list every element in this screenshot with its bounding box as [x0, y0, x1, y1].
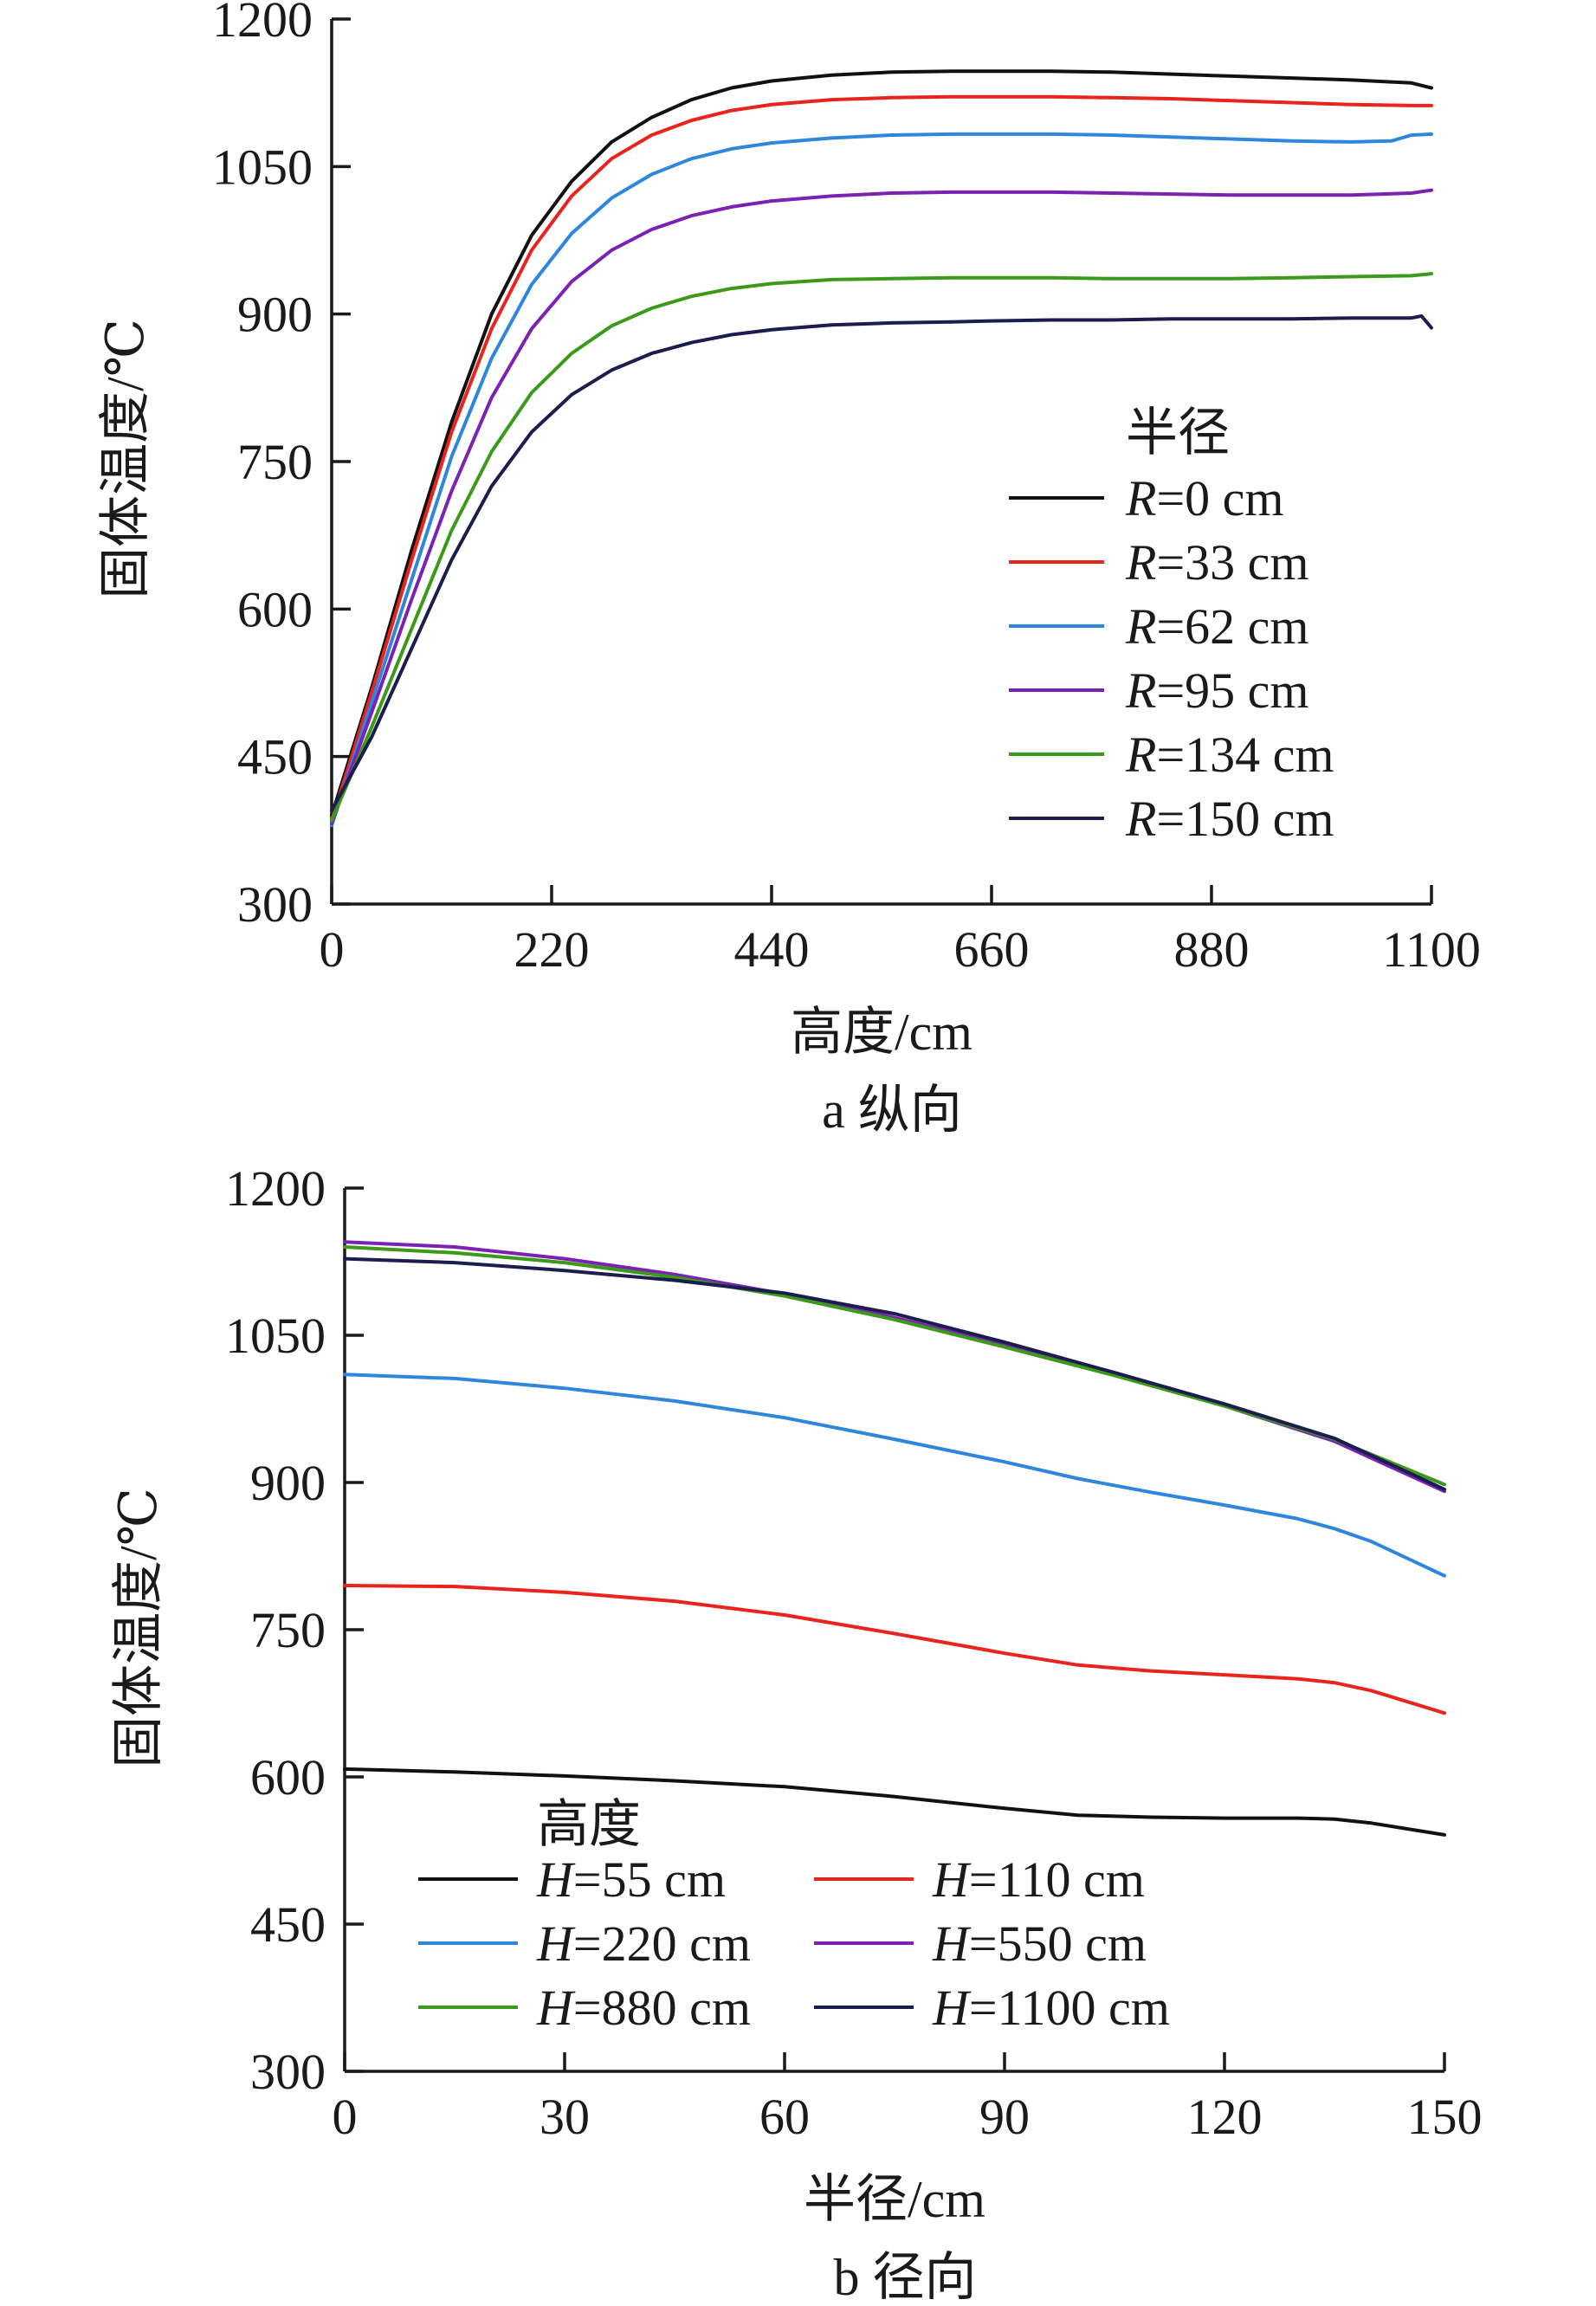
- legend-label-value: =1100 cm: [969, 1980, 1170, 2036]
- y-tick-label: 600: [237, 581, 313, 637]
- series-line-h220: [343, 1373, 1446, 1578]
- legend-label: H=880 cm: [536, 1980, 751, 2036]
- legend: 高度H=55 cm H=110 cmH=220 cm H=550 cmH=880 c…: [418, 1796, 1170, 2036]
- y-tick-label: 450: [237, 729, 313, 785]
- series-line-r150: [330, 313, 1433, 813]
- legend-label-symbol: R: [1125, 598, 1156, 655]
- x-tick-label: 90: [979, 2089, 1030, 2145]
- legend-label-symbol: H: [536, 1915, 576, 1972]
- legend-label-symbol: H: [932, 1915, 972, 1972]
- y-tick-label: 750: [237, 434, 313, 490]
- legend-item: R=134 cm: [1009, 727, 1334, 783]
- legend-label-symbol: R: [1125, 534, 1156, 591]
- y-tick-label: 300: [237, 876, 313, 933]
- legend-label-symbol: R: [1125, 727, 1156, 783]
- series-line-r0: [330, 69, 1433, 817]
- series-line-r33: [330, 94, 1433, 823]
- chart-radial: 300 450 600 750 900 1050 1200 0 30 60 90 120 150 半径/c…: [110, 1160, 1483, 2306]
- series-line-r95: [330, 188, 1433, 825]
- x-tick-label: 440: [734, 921, 810, 978]
- legend-label-symbol: H: [932, 1851, 972, 1908]
- series-line-h550: [343, 1240, 1446, 1494]
- y-axis-title: 固体温度/℃: [110, 1488, 167, 1768]
- y-tick-label: 900: [250, 1455, 326, 1511]
- legend-title: 高度: [537, 1796, 641, 1853]
- y-tick-label: 300: [250, 2044, 326, 2100]
- legend-item: R=150 cm: [1009, 791, 1334, 847]
- series-line-h110: [343, 1584, 1446, 1715]
- chart-longitudinal: 300 450 600 750 900 1050 1200 0 220 440 660 880 1100…: [97, 0, 1481, 1139]
- legend-label: R=95 cm: [1125, 662, 1309, 719]
- legend-label-value: =134 cm: [1156, 727, 1334, 783]
- legend-label: H=220 cm: [536, 1915, 751, 1972]
- legend-item: H=220 cm: [418, 1915, 751, 1972]
- y-tick-label: 1050: [212, 139, 313, 195]
- legend-label-value: =55 cm: [573, 1851, 726, 1908]
- x-tick-label: 0: [320, 921, 345, 978]
- legend-label: H=1100 cm: [932, 1980, 1170, 2036]
- legend-label-symbol: H: [536, 1851, 576, 1908]
- legend-label-value: =880 cm: [573, 1980, 751, 2036]
- legend-label-symbol: H: [536, 1980, 576, 2036]
- legend-item: R=0 cm: [1009, 470, 1284, 526]
- legend-item: H=110 cm: [814, 1851, 1145, 1908]
- legend-item: H=550 cm: [814, 1915, 1147, 1972]
- y-tick-label: 900: [237, 287, 313, 343]
- x-tick-label: 660: [954, 921, 1030, 978]
- x-axis-title: 高度/cm: [791, 1004, 972, 1061]
- chart-caption: b 径向: [834, 2249, 977, 2306]
- legend-label: H=55 cm: [536, 1851, 726, 1908]
- legend-label: H=110 cm: [932, 1851, 1145, 1908]
- legend-item: H=1100 cm: [814, 1980, 1170, 2036]
- x-tick-label: 0: [333, 2089, 358, 2145]
- legend-label: R=62 cm: [1125, 598, 1309, 655]
- legend-label-value: =62 cm: [1156, 598, 1308, 655]
- legend-label-value: =220 cm: [573, 1915, 751, 1972]
- series-line-r134: [330, 272, 1433, 823]
- x-tick-label: 1100: [1382, 921, 1481, 978]
- series-line-h880: [343, 1245, 1446, 1487]
- legend-label: H=550 cm: [932, 1915, 1147, 1972]
- y-axis-title: 固体温度/℃: [97, 319, 154, 599]
- legend-label-symbol: H: [932, 1980, 972, 2036]
- x-tick-label: 880: [1174, 921, 1250, 978]
- x-tick-label: 120: [1187, 2089, 1263, 2145]
- legend-label-value: =0 cm: [1156, 470, 1283, 526]
- legend-label-value: =95 cm: [1156, 662, 1308, 719]
- x-tick-label: 30: [540, 2089, 590, 2145]
- legend-label: R=0 cm: [1125, 470, 1284, 526]
- legend-label-value: =110 cm: [969, 1851, 1145, 1908]
- legend-item: R=95 cm: [1009, 662, 1309, 719]
- legend-item: R=62 cm: [1009, 598, 1309, 655]
- series-line-r62: [330, 132, 1433, 828]
- legend-label: R=150 cm: [1125, 791, 1334, 847]
- x-tick-label: 150: [1407, 2089, 1483, 2145]
- legend-label-symbol: R: [1125, 662, 1156, 719]
- x-axis-title: 半径/cm: [804, 2171, 985, 2228]
- y-tick-label: 450: [250, 1896, 326, 1953]
- series-line-h1100: [343, 1256, 1446, 1491]
- x-tick-label: 220: [514, 921, 590, 978]
- y-tick-label: 750: [250, 1602, 326, 1658]
- x-tick-label: 60: [759, 2089, 810, 2145]
- legend-label-symbol: R: [1125, 470, 1156, 526]
- y-tick-label: 1200: [212, 0, 313, 48]
- legend-label-symbol: R: [1125, 791, 1156, 847]
- legend-item: H=55 cm: [418, 1851, 726, 1908]
- y-tick-label: 600: [250, 1749, 326, 1805]
- legend-label: R=33 cm: [1125, 534, 1309, 591]
- legend-label-value: =550 cm: [969, 1915, 1147, 1972]
- legend-label-value: =150 cm: [1156, 791, 1334, 847]
- y-tick-label: 1050: [225, 1308, 326, 1364]
- series-line-h55: [343, 1767, 1446, 1837]
- legend: 半径R=0 cmR=33 cmR=62 cmR=95 cmR=134 cmR=1…: [1009, 404, 1334, 847]
- legend-item: R=33 cm: [1009, 534, 1309, 591]
- legend-item: H=880 cm: [418, 1980, 751, 2036]
- legend-label: R=134 cm: [1125, 727, 1334, 783]
- legend-label-value: =33 cm: [1156, 534, 1308, 591]
- y-tick-label: 1200: [225, 1160, 326, 1217]
- legend-title: 半径: [1126, 404, 1230, 462]
- chart-caption: a 纵向: [822, 1082, 962, 1139]
